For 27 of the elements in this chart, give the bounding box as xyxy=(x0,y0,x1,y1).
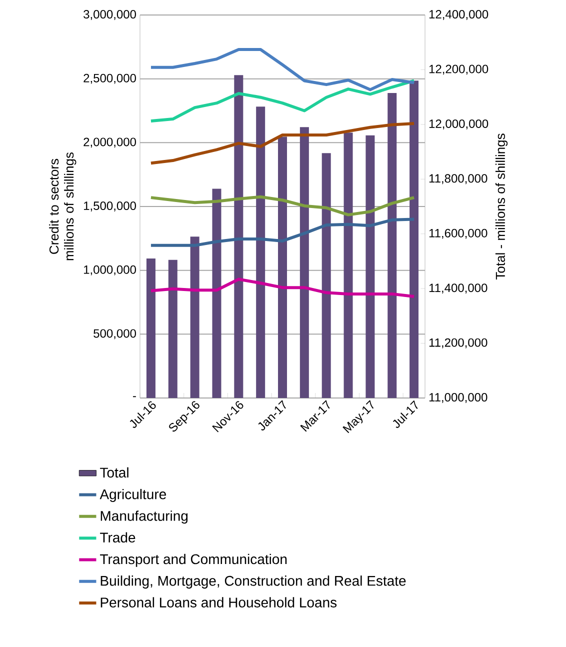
y-tick-label: 3,000,000 xyxy=(84,10,136,20)
legend-label: Agriculture xyxy=(100,488,166,502)
y-tick-label: 1,500,000 xyxy=(84,202,136,212)
legend-label: Personal Loans and Household Loans xyxy=(100,597,337,608)
line-series xyxy=(149,48,416,92)
y-tick-label: 2,000,000 xyxy=(84,138,136,148)
y-tick-label: 500,000 xyxy=(94,329,136,340)
y2-tick-label: 12,400,000 xyxy=(429,10,488,20)
y2-tick-label: 11,600,000 xyxy=(429,228,488,239)
y2-tick-label: 11,400,000 xyxy=(429,284,488,294)
legend-label: Building, Mortgage, Construction and Real Estate xyxy=(100,576,406,589)
legend-label: Trade xyxy=(100,532,136,543)
y2-tick-label: 12,200,000 xyxy=(429,64,488,75)
y2-tick-label: 12,000,000 xyxy=(429,119,488,130)
y-tick-label: 2,500,000 xyxy=(84,74,136,84)
line-series xyxy=(149,195,416,216)
y2-tick-label: 11,800,000 xyxy=(429,174,488,184)
y-tick-label: - xyxy=(133,396,136,398)
legend-label: Total xyxy=(100,467,128,478)
legend-label: Manufacturing xyxy=(100,510,188,524)
y-tick-label: 1,000,000 xyxy=(84,265,136,276)
line-series xyxy=(149,79,416,122)
y2-axis-title: Total - millions of shillings xyxy=(495,134,508,280)
y2-tick-label: 11,000,000 xyxy=(429,393,488,403)
legend-label: Transport and Communication xyxy=(100,554,287,567)
y2-tick-label: 11,200,000 xyxy=(429,338,488,348)
y-axis-title: Credit to sectors millions of shillings xyxy=(49,152,76,260)
